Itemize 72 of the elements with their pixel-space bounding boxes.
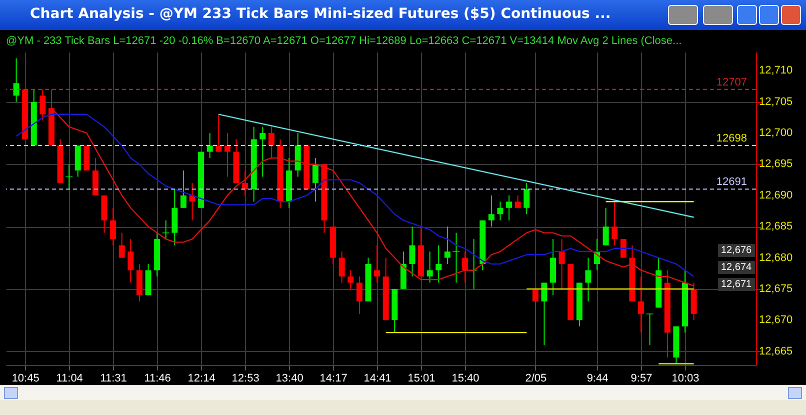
ref-line-label: 12707	[716, 76, 747, 88]
candlestick	[162, 220, 170, 240]
x-tick-label: 12:53	[232, 372, 260, 384]
candlestick	[585, 257, 592, 302]
chart-subtitle: @YM - 233 Tick Bars L=12671 -20 -0.16% B=12670 A=12671 O=12677 Hi=12689 Lo=12663 C=12671 V=13414 Mov Avg 2 Lines (Close...	[6, 35, 682, 47]
candlestick	[66, 164, 73, 190]
candlestick	[356, 276, 362, 314]
y-tick-label: 12,690	[759, 189, 793, 202]
x-tick-label: 2/05	[525, 372, 547, 384]
y-tick-label: 12,675	[759, 282, 793, 295]
x-tick-label: 14:17	[320, 372, 348, 384]
candlestick	[436, 244, 442, 284]
x-tick-label: 13:40	[276, 372, 304, 384]
candlestick	[524, 182, 530, 215]
x-tick-label: 11:46	[144, 372, 171, 384]
y-tick-label: 12,710	[759, 64, 793, 77]
candlestick	[40, 88, 46, 122]
candlestick	[206, 132, 213, 158]
candlestick	[409, 226, 416, 277]
candlestick	[646, 313, 654, 346]
y-tick-label: 12,680	[759, 252, 793, 264]
y-tick-label: 12,695	[759, 158, 793, 170]
x-tick-label: 14:41	[364, 372, 392, 384]
y-tick-label: 12,700	[759, 127, 793, 140]
candlestick	[268, 126, 274, 158]
candlestick	[216, 114, 222, 152]
ref-line-label: 12691	[716, 176, 747, 188]
candlestick	[452, 232, 460, 284]
candlestick	[128, 238, 134, 284]
text: 12,674	[718, 261, 755, 274]
candlestick	[462, 251, 468, 284]
x-tick-label: 9:44	[586, 372, 608, 384]
ref-line-label: 12698	[716, 132, 747, 145]
candlestick	[506, 194, 512, 221]
candlestick	[514, 194, 521, 208]
x-tick-label: 15:01	[408, 372, 436, 384]
candlestick	[488, 194, 494, 228]
x-tick-label: 11:31	[100, 372, 127, 384]
x-tick-label: 9:57	[630, 372, 652, 384]
x-tick-label: 12:14	[188, 372, 216, 384]
x-tick-label: 10:45	[12, 372, 40, 384]
text: 12,671	[718, 278, 755, 291]
candlestick	[180, 170, 186, 208]
candlestick	[558, 238, 565, 290]
candlestick	[110, 207, 116, 246]
candlestick	[602, 207, 609, 246]
candlestick	[312, 157, 318, 202]
y-tick-label: 12,685	[759, 220, 793, 233]
y-tick-label: 12,665	[759, 345, 793, 358]
y-tick-label: 12,705	[759, 96, 793, 108]
candlestick	[638, 276, 644, 334]
candlestick	[374, 244, 380, 284]
candlestick	[426, 251, 433, 284]
candlestick	[338, 251, 345, 284]
text: 12,676	[718, 244, 755, 257]
candlestick	[444, 226, 450, 264]
candlestick	[497, 201, 504, 221]
candlestick	[118, 232, 125, 258]
y-tick-label: 12,670	[759, 314, 793, 326]
candlestick	[224, 132, 230, 178]
candlestick	[348, 270, 354, 290]
candlestick	[242, 170, 248, 196]
candlestick	[532, 288, 538, 352]
x-tick-label: 11:04	[56, 372, 83, 384]
x-tick-label: 10:03	[672, 372, 700, 384]
candlestick	[541, 282, 548, 346]
candlestick	[13, 58, 20, 102]
candlestick	[620, 238, 626, 258]
x-tick-label: 15:40	[452, 372, 480, 384]
chart-title: Chart Analysis - @YM 233 Tick Bars Mini-sized Futures ($5) Continuous ...	[30, 6, 611, 22]
candlestick	[260, 126, 266, 178]
candlestick	[612, 201, 618, 246]
